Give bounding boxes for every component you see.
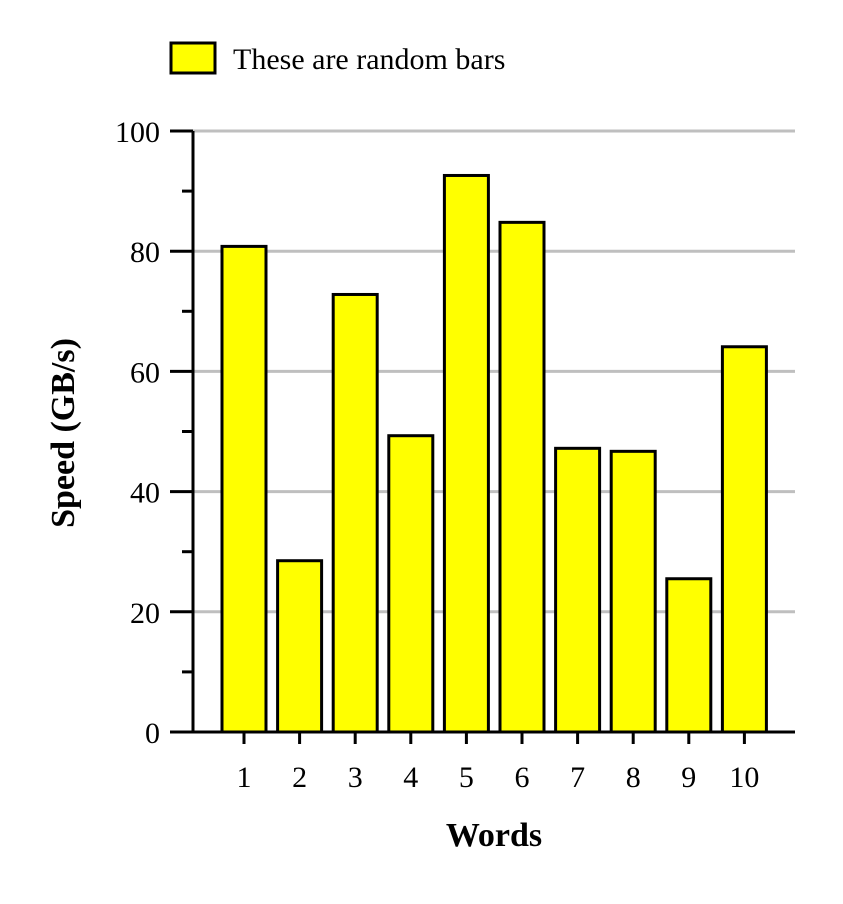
bar-5 (442, 173, 490, 734)
x-tick-label: 10 (729, 761, 759, 794)
gridlines (193, 129, 795, 614)
bar-1 (220, 244, 268, 734)
bar-8 (609, 449, 657, 734)
x-tick-label: 7 (570, 761, 585, 794)
x-tick-label: 4 (403, 761, 418, 794)
x-tick-label: 6 (515, 761, 530, 794)
y-axis-title: Speed (GB/s) (45, 338, 82, 528)
y-ticks: 0 20 40 60 80 100 (115, 116, 193, 750)
bar-10 (720, 345, 768, 734)
x-tick-label: 5 (459, 761, 474, 794)
bar-7 (554, 446, 602, 734)
bar-6 (498, 220, 546, 734)
legend-label: These are random bars (233, 43, 505, 76)
legend: These are random bars (169, 41, 505, 76)
x-tick-label: 9 (681, 761, 696, 794)
bar-2 (276, 559, 324, 734)
x-ticks: 1 2 3 4 5 6 7 8 9 10 (237, 732, 759, 794)
bar-4 (387, 434, 435, 734)
y-tick-label: 40 (130, 477, 160, 510)
x-axis-title: Words (446, 817, 542, 854)
x-tick-label: 3 (348, 761, 363, 794)
y-tick-label: 100 (115, 116, 160, 149)
x-tick-label: 8 (626, 761, 641, 794)
bars (220, 173, 768, 734)
y-tick-label: 20 (130, 597, 160, 630)
x-tick-label: 1 (237, 761, 252, 794)
y-tick-label: 80 (130, 236, 160, 269)
bar-3 (331, 292, 379, 734)
legend-swatch (169, 41, 217, 75)
y-tick-label: 0 (145, 717, 160, 750)
y-tick-label: 60 (130, 356, 160, 389)
bar-9 (665, 577, 713, 734)
x-tick-label: 2 (292, 761, 307, 794)
